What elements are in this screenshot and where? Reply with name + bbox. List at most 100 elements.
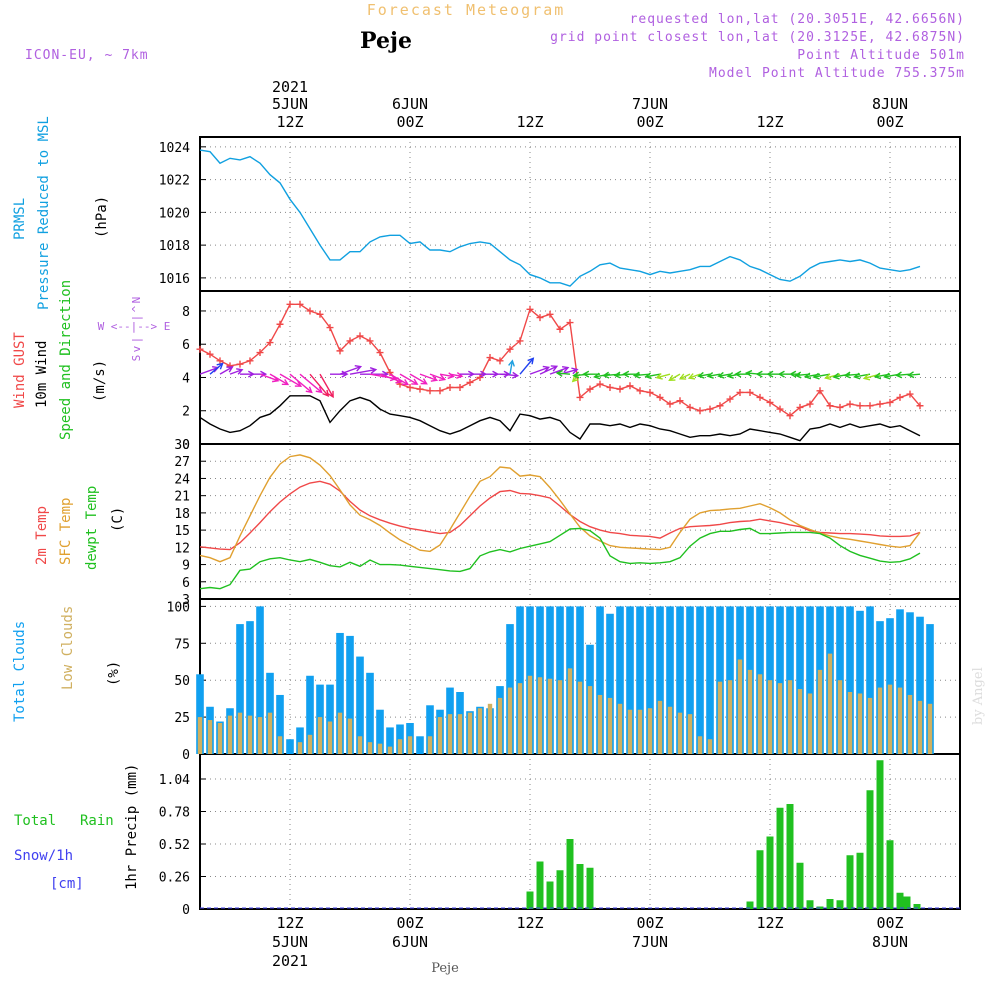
wind-arrow-shaft: [439, 373, 454, 378]
prmsl-ytick-label: 1024: [159, 141, 190, 156]
gust-point-marker: [536, 314, 544, 322]
low-clouds-bar: [637, 709, 643, 754]
total-clouds-bar: [306, 675, 314, 754]
gust-point-marker: [216, 357, 224, 365]
gust-point-marker: [806, 400, 814, 408]
wind-arrow-shaft: [908, 373, 921, 376]
low-clouds-bar: [607, 697, 613, 754]
wind-arrow-head: [542, 365, 551, 373]
low-clouds-bar: [547, 678, 553, 754]
gust-point-marker: [516, 337, 524, 345]
total-clouds-bar: [676, 606, 684, 754]
rain-bar: [876, 760, 884, 909]
gust-point-marker: [326, 324, 334, 332]
model-altitude: Model Point Altitude 755.375m: [709, 66, 965, 81]
total-clouds-bar: [796, 606, 804, 754]
low-clouds-bar: [237, 712, 243, 754]
wind-arrow-head: [777, 370, 785, 378]
gust-point-marker: [676, 397, 684, 405]
wind-direction-arrow: [632, 371, 651, 379]
low-clouds-bar: [247, 715, 253, 754]
wind10-series-line: [199, 395, 921, 442]
gust-point-marker: [626, 382, 634, 390]
total-clouds-bar: [706, 606, 714, 754]
prmsl-label: PRMSL: [12, 198, 28, 240]
total-clouds-bar: [296, 727, 304, 754]
rain-bar: [776, 807, 784, 909]
wind-arrow-head: [294, 380, 303, 387]
total-clouds-bar: [366, 672, 374, 754]
bottom-date-label: 7JUN: [632, 933, 668, 951]
rain-bar: [536, 861, 544, 909]
wind-unit: (m/s): [92, 360, 108, 402]
wind-arrow-shaft: [199, 366, 219, 375]
wind-arrow-head: [305, 386, 313, 394]
low-clouds-bar: [797, 689, 803, 754]
wind-arrow-head: [706, 371, 714, 379]
low-clouds-bar: [427, 736, 433, 754]
wind-arrow-head: [766, 370, 774, 378]
clouds-ytick-label: 75: [174, 637, 190, 652]
wind-direction-arrow: [429, 373, 447, 382]
top-date-label: 8JUN: [872, 95, 908, 113]
precip-ytick-label: 0: [182, 903, 190, 918]
gust-point-marker: [196, 345, 204, 353]
total-clouds-bar: [276, 694, 284, 754]
rain-bar: [886, 840, 894, 909]
temp-ytick-label: 24: [174, 472, 190, 487]
rain-bar: [846, 855, 854, 909]
gridpoint-coords: grid point closest lon,lat (20.3125E, 42…: [550, 30, 965, 45]
wind-direction-arrow: [339, 365, 363, 375]
wind-direction-arrow: [289, 373, 313, 394]
gust-point-marker: [426, 387, 434, 395]
wind-arrow-head: [894, 371, 903, 379]
gust-point-marker: [726, 395, 734, 403]
total-clouds-bar: [236, 624, 244, 754]
total-clouds-bar: [696, 606, 704, 754]
low-clouds-bar: [827, 653, 833, 754]
temp-ytick-label: 9: [182, 559, 190, 574]
total-clouds-bar: [616, 606, 624, 754]
wind-arrow-head: [354, 365, 363, 372]
wind-arrow-head: [755, 370, 763, 378]
gust-point-marker: [916, 402, 924, 410]
top-date-label: 7JUN: [632, 95, 668, 113]
wind-arrow-head: [562, 365, 570, 373]
total-clouds-bar: [776, 606, 784, 754]
prmsl-ytick-label: 1020: [159, 206, 190, 221]
gust-point-marker: [236, 360, 244, 368]
wind-direction-arrow: [549, 365, 570, 375]
wind-arrow-shaft: [688, 373, 701, 379]
wind-arrow-shaft: [634, 373, 651, 377]
low-clouds-bar: [267, 712, 273, 754]
top-hour-label: 12Z: [516, 113, 543, 131]
low-clouds-bar: [837, 680, 843, 754]
wind-direction-arrow: [508, 359, 515, 375]
compass-rose: N ^ | W <--|--> E | v S: [98, 297, 171, 362]
wind-arrow-head: [883, 372, 891, 380]
gust-point-marker: [876, 400, 884, 408]
gust-series-line: [199, 303, 921, 417]
gust-point-marker: [256, 349, 264, 357]
rain-label: Rain: [80, 813, 114, 829]
total-clouds-bar: [256, 606, 264, 754]
wind-arrow-head: [789, 370, 797, 378]
wind-direction-arrow: [309, 373, 330, 397]
wind-arrow-shaft: [813, 373, 831, 378]
wind-arrow-head: [668, 374, 676, 381]
gust-point-marker: [376, 349, 384, 357]
wind-direction-arrow: [529, 365, 551, 375]
low-clouds-bar: [257, 717, 263, 754]
gust-point-marker: [736, 388, 744, 396]
rain-bar: [826, 899, 834, 909]
precip-ytick-label: 0.26: [159, 871, 190, 886]
low-clouds-bar: [597, 694, 603, 754]
total-clouds-bar: [926, 624, 934, 754]
wind-arrow-head: [678, 373, 687, 380]
wind-arrow-head: [602, 371, 610, 379]
gust-point-marker: [826, 402, 834, 410]
wind-arrow-head: [315, 386, 323, 394]
gust-point-marker: [266, 339, 274, 347]
low-clouds-bar: [777, 683, 783, 754]
low-clouds-bar: [447, 714, 453, 754]
